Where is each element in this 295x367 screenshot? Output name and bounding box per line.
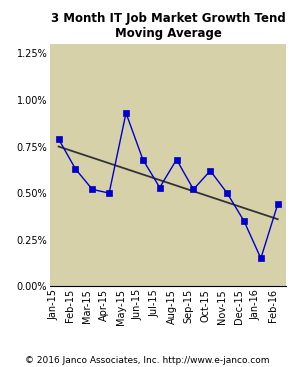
Title: 3 Month IT Job Market Growth Tend
Moving Average: 3 Month IT Job Market Growth Tend Moving… [51, 12, 286, 40]
Text: © 2016 Janco Associates, Inc. http://www.e-janco.com: © 2016 Janco Associates, Inc. http://www… [25, 356, 270, 365]
